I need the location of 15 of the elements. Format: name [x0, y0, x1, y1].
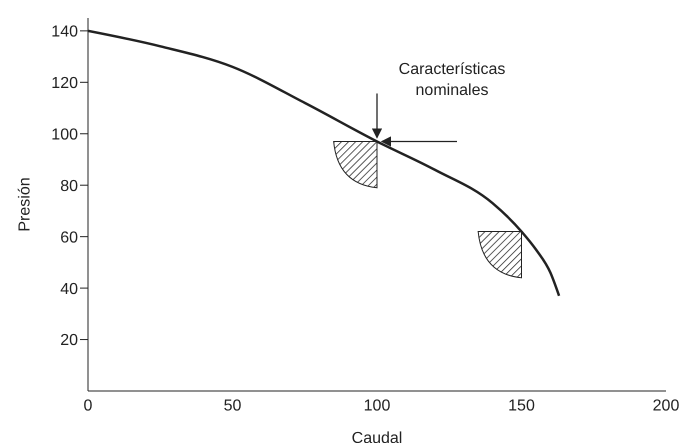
x-axis-title: Caudal: [352, 430, 402, 443]
y-tick-label: 100: [51, 126, 78, 144]
x-tick-label: 50: [224, 397, 242, 414]
y-tick-label: 20: [60, 332, 78, 350]
x-tick-label: 0: [84, 397, 93, 414]
x-tick-label: 200: [652, 397, 680, 414]
x-tick-label: 100: [364, 397, 390, 414]
annotation: Características nominales: [398, 60, 506, 102]
x-tick-label: 150: [508, 397, 535, 414]
y-axis-title: Presión: [16, 177, 34, 232]
y-tick-label: 120: [51, 74, 78, 92]
y-tick-label: 80: [60, 178, 78, 195]
y-tick-label: 140: [51, 24, 78, 41]
y-tick-label: 60: [60, 229, 78, 246]
y-tick-label: 40: [60, 280, 78, 298]
